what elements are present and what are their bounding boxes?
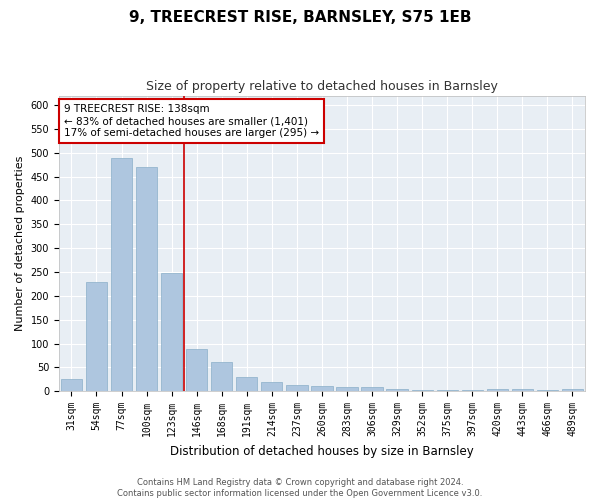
Bar — [86, 282, 107, 391]
Text: 9, TREECREST RISE, BARNSLEY, S75 1EB: 9, TREECREST RISE, BARNSLEY, S75 1EB — [129, 10, 471, 25]
Bar — [562, 389, 583, 391]
Bar — [161, 273, 182, 391]
Bar — [537, 390, 558, 391]
Title: Size of property relative to detached houses in Barnsley: Size of property relative to detached ho… — [146, 80, 498, 93]
Bar — [136, 167, 157, 391]
Bar — [412, 390, 433, 391]
Bar — [386, 389, 408, 391]
Bar — [286, 385, 308, 391]
Text: 9 TREECREST RISE: 138sqm
← 83% of detached houses are smaller (1,401)
17% of sem: 9 TREECREST RISE: 138sqm ← 83% of detach… — [64, 104, 319, 138]
X-axis label: Distribution of detached houses by size in Barnsley: Distribution of detached houses by size … — [170, 444, 474, 458]
Bar — [361, 388, 383, 391]
Bar — [111, 158, 132, 391]
Bar — [211, 362, 232, 391]
Bar — [487, 389, 508, 391]
Bar — [461, 390, 483, 391]
Bar — [337, 388, 358, 391]
Text: Contains HM Land Registry data © Crown copyright and database right 2024.
Contai: Contains HM Land Registry data © Crown c… — [118, 478, 482, 498]
Bar — [186, 349, 208, 391]
Bar — [261, 382, 283, 391]
Bar — [311, 386, 332, 391]
Bar — [437, 390, 458, 391]
Bar — [236, 377, 257, 391]
Y-axis label: Number of detached properties: Number of detached properties — [15, 156, 25, 331]
Bar — [512, 389, 533, 391]
Bar — [61, 380, 82, 391]
